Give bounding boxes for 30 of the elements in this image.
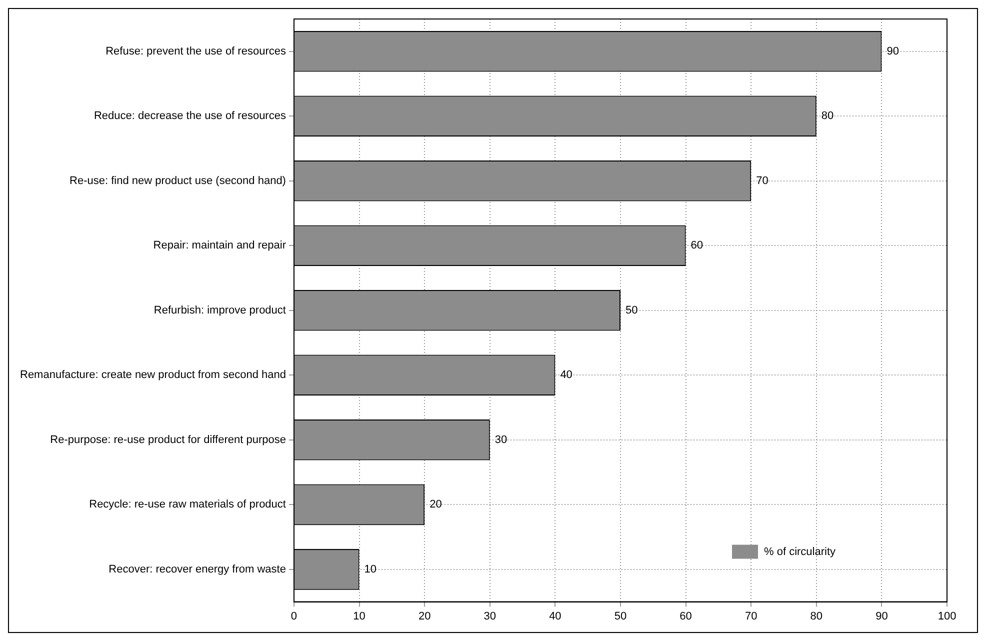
y-tick-label: Repair: maintain and repair <box>153 240 286 252</box>
data-label: 70 <box>756 174 768 187</box>
data-label: 50 <box>625 304 638 316</box>
x-tick-label: 30 <box>484 610 496 622</box>
x-tick-label: 80 <box>810 610 823 622</box>
y-tick-label: Recycle: re-use raw materials of product <box>89 498 286 511</box>
data-label: 20 <box>430 498 442 511</box>
data-label: 80 <box>821 110 834 122</box>
x-tick-label: 20 <box>418 610 431 622</box>
x-tick-label: 10 <box>353 610 366 622</box>
y-tick-label: Refuse: prevent the use of resources <box>106 45 286 58</box>
data-label: 90 <box>886 45 899 58</box>
y-tick-label: Re-use: find new product use (second hand) <box>70 174 286 187</box>
x-tick-label: 100 <box>938 610 956 622</box>
x-tick-label: 40 <box>549 610 562 622</box>
y-tick-label: Re-purpose: re-use product for different purpose <box>50 434 286 446</box>
x-tick-label: 60 <box>680 610 692 622</box>
data-label: 60 <box>690 240 704 252</box>
data-label: 40 <box>560 369 572 382</box>
y-tick-label: Recover: recover energy from waste <box>108 563 286 576</box>
data-label: 30 <box>494 434 508 446</box>
x-tick-label: 70 <box>744 610 758 622</box>
x-tick-label: 0 <box>290 610 298 622</box>
y-tick-label: Reduce: decrease the use of resources <box>94 110 286 122</box>
data-label: 10 <box>364 563 377 576</box>
legend-label: % of circularity <box>764 546 836 558</box>
y-tick-label: Refurbish: improve product <box>154 304 286 316</box>
x-tick-label: 90 <box>876 610 888 622</box>
y-tick-label: Remanufacture: create new product from second hand <box>20 369 286 382</box>
x-tick-label: 50 <box>614 610 627 622</box>
